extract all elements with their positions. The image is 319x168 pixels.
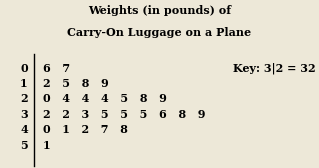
Text: Weights (in pounds) of: Weights (in pounds) of [88, 5, 231, 16]
Text: 2: 2 [20, 93, 28, 104]
Text: 3: 3 [20, 109, 28, 120]
Text: 0: 0 [20, 62, 28, 74]
Text: 0   4   4   4   5   8   9: 0 4 4 4 5 8 9 [43, 93, 167, 104]
Text: 5: 5 [20, 140, 28, 151]
Text: Carry-On Luggage on a Plane: Carry-On Luggage on a Plane [67, 27, 252, 38]
Text: Key: 3|2 = 32: Key: 3|2 = 32 [233, 62, 316, 74]
Text: 0   1   2   7   8: 0 1 2 7 8 [43, 124, 128, 135]
Text: 1: 1 [43, 140, 51, 151]
Text: 6   7: 6 7 [43, 62, 70, 74]
Text: 1: 1 [20, 78, 28, 89]
Text: 2   2   3   5   5   5   6   8   9: 2 2 3 5 5 5 6 8 9 [43, 109, 205, 120]
Text: 4: 4 [20, 124, 28, 135]
Text: 2   5   8   9: 2 5 8 9 [43, 78, 109, 89]
